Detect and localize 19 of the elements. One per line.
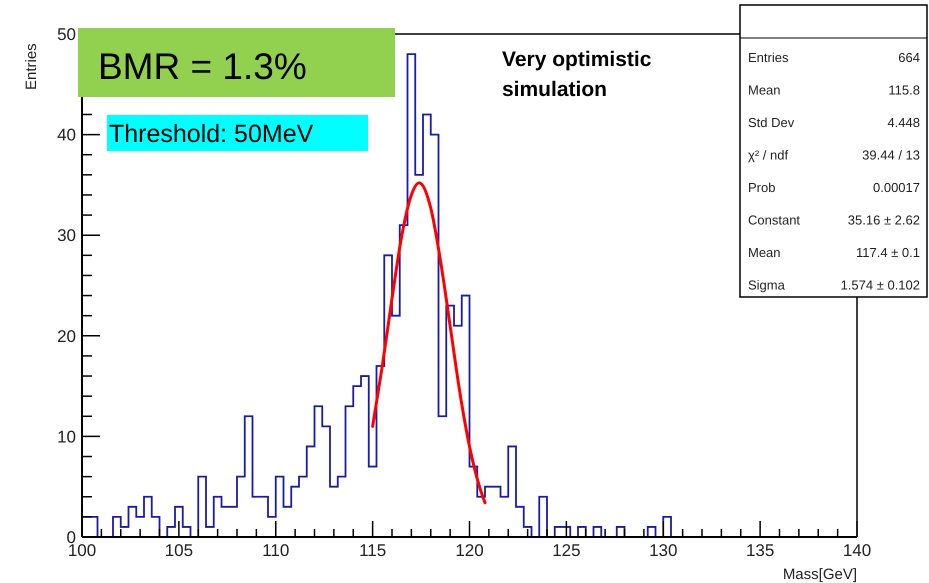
x-tick-label: 140 xyxy=(842,541,872,560)
x-tick-label: 115 xyxy=(359,541,386,560)
y-tick-label: 20 xyxy=(57,326,76,346)
x-tick-label: 135 xyxy=(746,541,774,560)
x-tick-label: 105 xyxy=(164,541,194,560)
x-tick-label: 130 xyxy=(649,541,678,560)
annotation: Threshold: 50MeV xyxy=(109,120,314,148)
stats-box: Entries 664 Mean 115.8 Std Dev 4.448 χ² / ndf 39.44 / 13 Prob 0.00017 Constant 35.16 ± 2.62 Mean 117.4 ± 0.1 Sigma 1.574 ± 0.102 xyxy=(739,4,928,298)
x-tick-label: 120 xyxy=(455,541,484,560)
annotation: Very optimistic simulation xyxy=(502,48,652,101)
annotation: BMR = 1.3% xyxy=(98,46,307,87)
y-tick-label: 40 xyxy=(57,126,76,145)
y-tick-label: 50 xyxy=(57,25,76,44)
y-tick-label: 10 xyxy=(57,427,76,446)
x-tick-label: 110 xyxy=(262,541,290,560)
x-tick-label: 125 xyxy=(552,541,581,560)
y-tick-label: 30 xyxy=(57,226,76,246)
x-axis-title: Mass[GeV] xyxy=(782,566,857,583)
y-axis-title: Entries xyxy=(23,43,40,90)
